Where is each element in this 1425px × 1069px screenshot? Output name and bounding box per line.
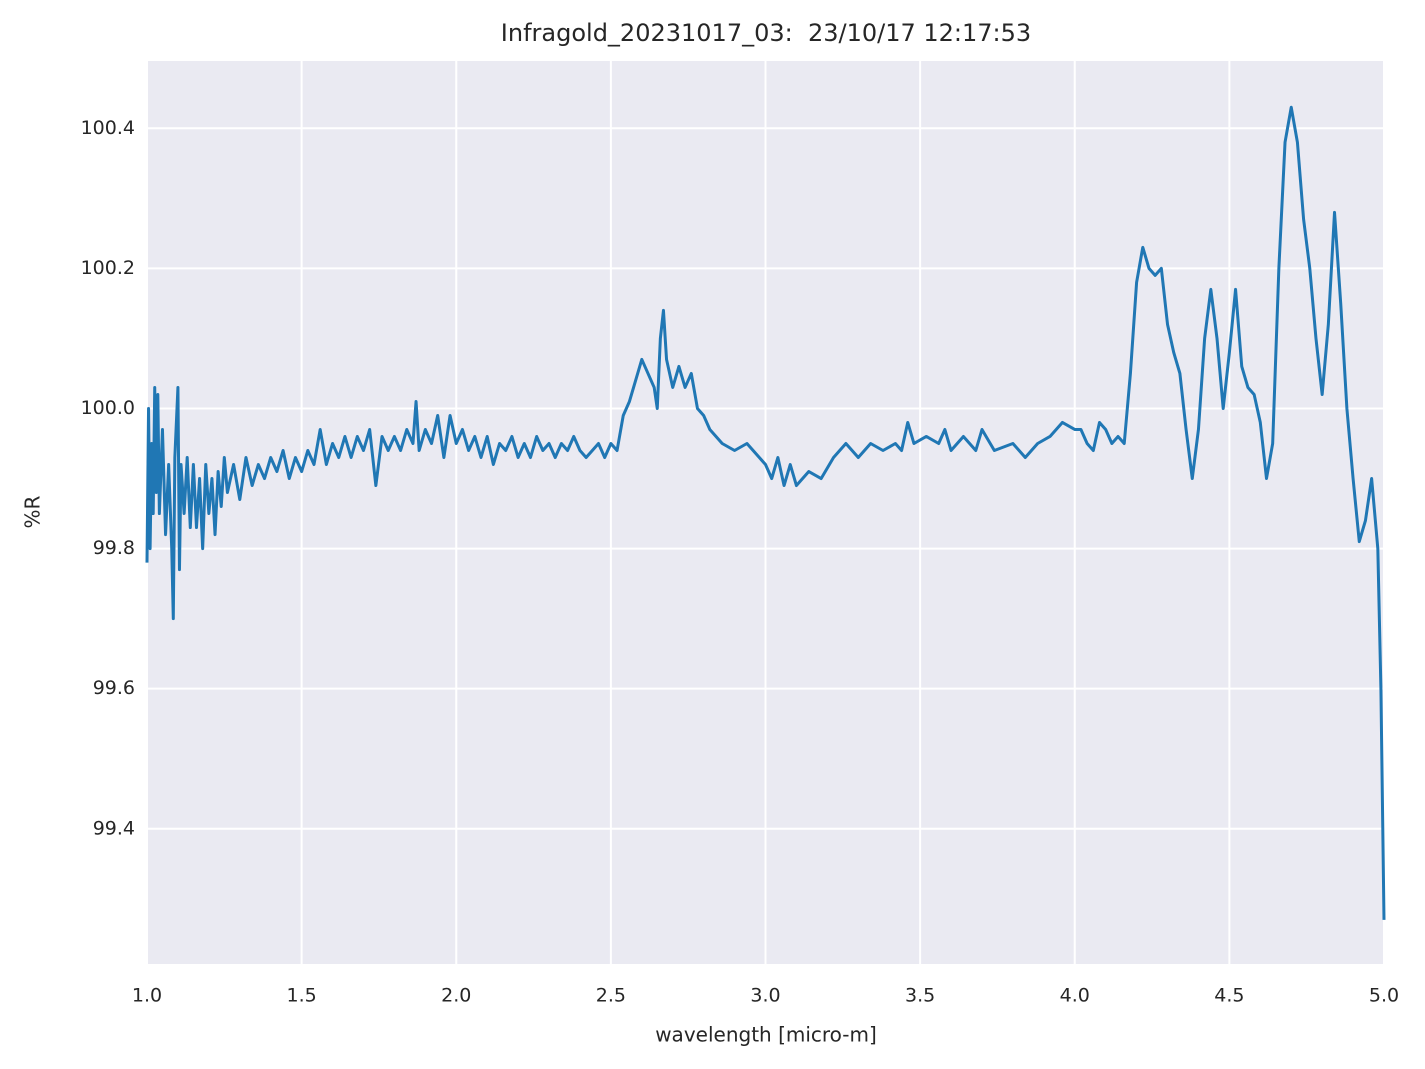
x-axis-label: wavelength [micro-m] <box>655 1023 877 1047</box>
x-tick-label: 1.5 <box>287 985 317 1007</box>
data-line <box>145 105 1386 920</box>
x-tick-label: 1.0 <box>132 985 162 1007</box>
x-tick-label: 4.0 <box>1060 985 1090 1007</box>
y-tick-label: 100.4 <box>81 117 135 139</box>
x-tick-label: 2.0 <box>441 985 471 1007</box>
y-tick-label: 100.0 <box>81 397 135 419</box>
x-tick-label: 3.5 <box>905 985 935 1007</box>
y-tick-label: 100.2 <box>81 257 135 279</box>
y-tick-label: 99.4 <box>93 817 135 839</box>
y-axis-label: %R <box>21 495 45 528</box>
x-tick-label: 5.0 <box>1369 985 1399 1007</box>
chart-title: Infragold_20231017_03: 23/10/17 12:17:53 <box>501 19 1031 47</box>
y-tick-label: 99.6 <box>93 677 135 699</box>
x-tick-label: 3.0 <box>750 985 780 1007</box>
y-tick-label: 99.8 <box>93 537 135 559</box>
x-tick-label: 2.5 <box>596 985 626 1007</box>
x-tick-label: 4.5 <box>1214 985 1244 1007</box>
